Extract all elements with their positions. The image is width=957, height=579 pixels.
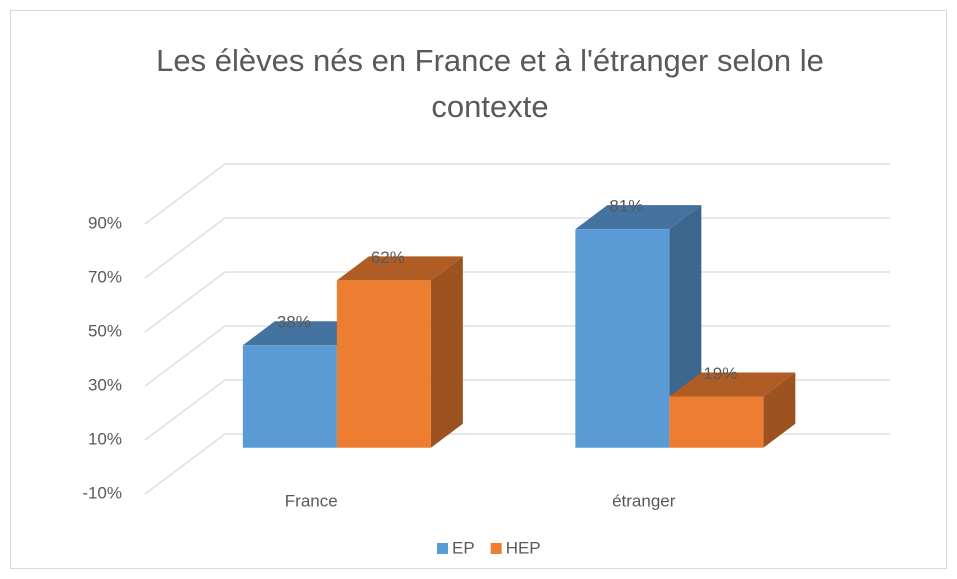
bar: [669, 372, 796, 448]
legend-label: EP: [452, 538, 475, 557]
y-tick-label: -10%: [82, 483, 122, 502]
x-tick-label: étranger: [612, 491, 676, 510]
y-tick-label: 90%: [88, 213, 122, 232]
bar: [336, 256, 463, 448]
y-tick-label: 10%: [88, 429, 122, 448]
y-tick-label: 70%: [88, 267, 122, 286]
x-tick-label: France: [285, 491, 338, 510]
data-label: 62%: [371, 248, 405, 267]
data-label: 38%: [277, 313, 311, 332]
bar-top: [336, 256, 463, 281]
grid-line: [144, 163, 890, 225]
bar-front: [575, 229, 670, 448]
legend-swatch: [490, 543, 502, 554]
bar-front: [336, 280, 431, 448]
legend-label: HEP: [506, 538, 541, 557]
data-label: 19%: [703, 364, 737, 383]
y-tick-label: 30%: [88, 375, 122, 394]
bar-side: [763, 372, 796, 448]
bar-front: [669, 396, 764, 448]
bar-front: [242, 345, 337, 448]
bar-top: [575, 205, 702, 230]
chart-title: Les élèves nés en France et à l'étranger…: [156, 43, 824, 124]
legend-swatch: [437, 543, 448, 554]
bar: [575, 205, 702, 448]
y-tick-label: 50%: [88, 321, 122, 340]
data-label: 81%: [609, 197, 643, 216]
bar-top: [669, 372, 796, 397]
chart-border: [10, 10, 947, 569]
bar-side: [430, 256, 463, 448]
